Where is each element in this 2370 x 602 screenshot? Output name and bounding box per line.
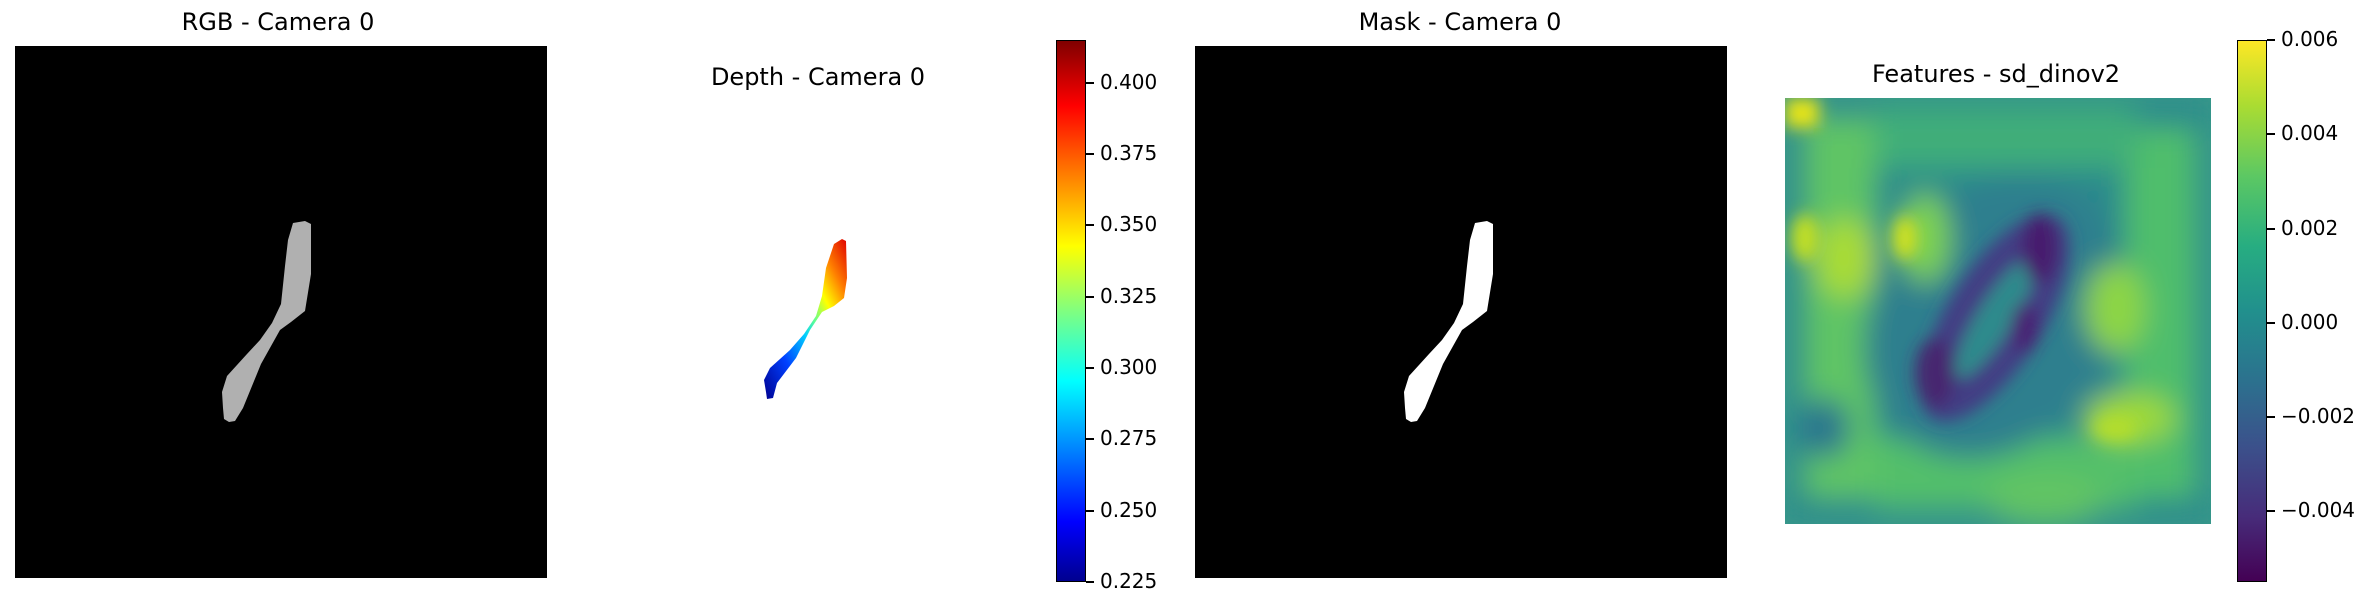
depth-colorbar-tick-mark [1086,367,1094,370]
mask-object-shape [1404,221,1493,422]
features-colorbar-tick-mark [2267,416,2275,419]
depth-colorbar-tick-mark [1086,438,1094,441]
features-heatmap [1785,98,2211,524]
depth-colorbar-tick-mark [1086,153,1094,156]
features-colorbar [2237,40,2267,582]
features-image [1785,98,2211,524]
features-colorbar-tick-label: 0.000 [2281,309,2339,334]
rgb-image [15,46,547,578]
depth-colorbar-tick-label: 0.375 [1100,141,1158,166]
features-colorbar-tick-mark [2267,133,2275,136]
depth-colorbar-tick-label: 0.300 [1100,355,1158,380]
depth-image [570,98,1070,598]
features-colorbar-tick-mark [2267,510,2275,513]
depth-colorbar [1056,40,1086,582]
mask-image [1195,46,1727,578]
depth-colorbar-tick-mark [1086,295,1094,298]
mask-panel-title: Mask - Camera 0 [1358,8,1562,36]
features-colorbar-tick-mark [2267,227,2275,230]
depth-object-shape [764,239,847,399]
rgb-panel-title: RGB - Camera 0 [181,8,375,36]
features-colorbar-tick-label: 0.006 [2281,27,2339,51]
features-colorbar-tick-label: −0.002 [2281,404,2356,429]
rgb-object-shape [222,221,311,422]
depth-colorbar-tick-label: 0.400 [1100,69,1158,94]
depth-colorbar-tick-label: 0.250 [1100,497,1158,522]
features-colorbar-tick-mark [2267,321,2275,324]
features-colorbar-tick-label: 0.004 [2281,121,2339,146]
features-colorbar-tick-label: 0.002 [2281,215,2339,240]
depth-colorbar-tick-label: 0.325 [1100,283,1158,308]
depth-colorbar-tick-label: 0.225 [1100,569,1158,593]
depth-colorbar-tick-mark [1086,581,1094,583]
depth-panel-title: Depth - Camera 0 [710,63,926,91]
depth-colorbar-tick-mark [1086,509,1094,512]
features-colorbar-tick-label: −0.004 [2281,498,2356,523]
features-colorbar-tick-mark [2267,39,2275,41]
depth-colorbar-tick-label: 0.350 [1100,212,1158,237]
features-panel-title: Features - sd_dinov2 [1871,60,2121,88]
depth-colorbar-tick-mark [1086,81,1094,84]
depth-colorbar-tick-label: 0.275 [1100,426,1158,451]
depth-colorbar-tick-mark [1086,224,1094,227]
